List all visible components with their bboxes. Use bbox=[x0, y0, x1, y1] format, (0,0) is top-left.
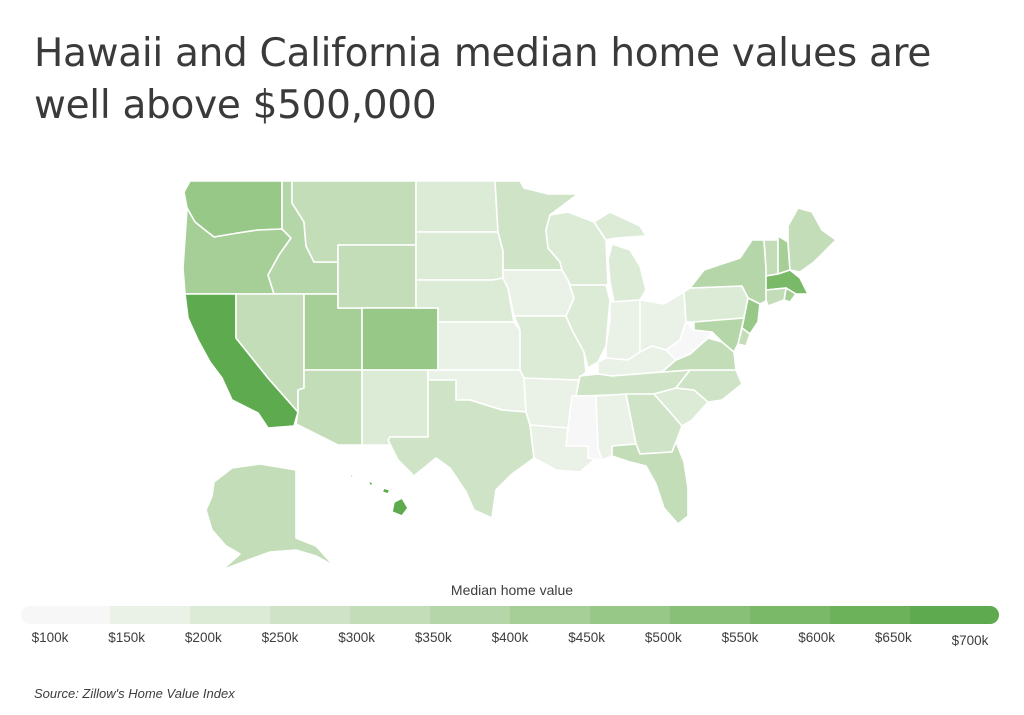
legend-tick-label: $250k bbox=[262, 630, 299, 645]
legend-swatch bbox=[270, 606, 351, 624]
legend-tick-label: $700k bbox=[952, 633, 989, 648]
state-FL[interactable] bbox=[611, 441, 689, 525]
legend-tick-label: $100k bbox=[32, 630, 69, 645]
legend-swatch bbox=[350, 606, 431, 624]
legend-tick-label: $400k bbox=[492, 630, 529, 645]
legend-tick-label: $300k bbox=[338, 630, 375, 645]
legend-tick-label: $500k bbox=[645, 630, 682, 645]
legend-tick-label: $350k bbox=[415, 630, 452, 645]
legend-swatch bbox=[190, 606, 271, 624]
legend-tick-label: $450k bbox=[568, 630, 605, 645]
legend-tick-label: $200k bbox=[185, 630, 222, 645]
legend-tick-label: $650k bbox=[875, 630, 912, 645]
legend-title: Median home value bbox=[450, 582, 574, 598]
state-HI[interactable] bbox=[349, 473, 409, 517]
state-MD[interactable] bbox=[693, 317, 745, 353]
legend-tick-label: $150k bbox=[108, 630, 145, 645]
legend-swatch bbox=[750, 606, 831, 624]
state-CT[interactable] bbox=[765, 287, 787, 307]
legend-swatch bbox=[670, 606, 751, 624]
legend-swatch bbox=[590, 606, 671, 624]
state-IL[interactable] bbox=[565, 279, 611, 369]
state-AK[interactable] bbox=[205, 463, 335, 571]
legend-swatch bbox=[430, 606, 511, 624]
us-map bbox=[182, 180, 837, 571]
legend-tick-label: $600k bbox=[798, 630, 835, 645]
state-ME[interactable] bbox=[787, 207, 837, 273]
source-note: Source: Zillow's Home Value Index bbox=[34, 686, 235, 701]
legend-swatch bbox=[30, 606, 111, 624]
page-title: Hawaii and California median home values… bbox=[34, 31, 932, 128]
state-MI[interactable] bbox=[593, 211, 647, 303]
legend-swatch bbox=[110, 606, 191, 624]
legend-swatch bbox=[510, 606, 591, 624]
legend-swatch bbox=[830, 606, 911, 624]
state-TX[interactable] bbox=[387, 379, 535, 519]
legend-tick-label: $550k bbox=[722, 630, 759, 645]
legend-swatch bbox=[910, 606, 991, 624]
